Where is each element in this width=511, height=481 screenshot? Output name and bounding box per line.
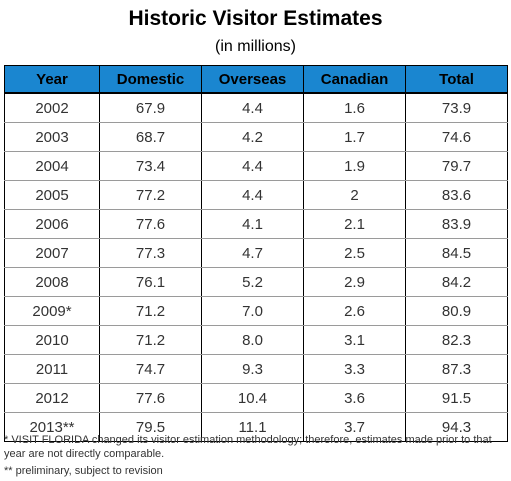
cell-canadian: 2 [303, 180, 406, 210]
table-row: 2006 77.6 4.1 2.1 83.9 [4, 209, 508, 239]
table-row: 2008 76.1 5.2 2.9 84.2 [4, 267, 508, 297]
cell-domestic: 67.9 [99, 93, 202, 123]
cell-total: 74.6 [405, 122, 508, 152]
header-canadian: Canadian [303, 65, 406, 94]
cell-year: 2002 [4, 93, 100, 123]
table-row: 2007 77.3 4.7 2.5 84.5 [4, 238, 508, 268]
cell-total: 87.3 [405, 354, 508, 384]
cell-overseas: 4.1 [201, 209, 304, 239]
table-row: 2012 77.6 10.4 3.6 91.5 [4, 383, 508, 413]
footnote-methodology: * VISIT FLORIDA changed its visitor esti… [4, 434, 492, 460]
cell-overseas: 9.3 [201, 354, 304, 384]
cell-domestic: 71.2 [99, 325, 202, 355]
table-header-row: Year Domestic Overseas Canadian Total [4, 65, 508, 94]
cell-year: 2007 [4, 238, 100, 268]
cell-overseas: 10.4 [201, 383, 304, 413]
cell-canadian: 2.5 [303, 238, 406, 268]
visitor-estimates-table: Year Domestic Overseas Canadian Total 20… [4, 65, 508, 442]
cell-domestic: 77.2 [99, 180, 202, 210]
cell-total: 91.5 [405, 383, 508, 413]
cell-domestic: 79.5 [99, 412, 202, 442]
cell-canadian: 2.1 [303, 209, 406, 239]
cell-canadian: 1.9 [303, 151, 406, 181]
cell-canadian: 3.3 [303, 354, 406, 384]
cell-overseas: 4.7 [201, 238, 304, 268]
cell-canadian: 3.6 [303, 383, 406, 413]
cell-overseas: 5.2 [201, 267, 304, 297]
cell-year: 2004 [4, 151, 100, 181]
cell-total: 82.3 [405, 325, 508, 355]
cell-canadian: 2.9 [303, 267, 406, 297]
table-row: 2005 77.2 4.4 2 83.6 [4, 180, 508, 210]
cell-year: 2003 [4, 122, 100, 152]
cell-overseas: 7.0 [201, 296, 304, 326]
cell-canadian: 3.7 [303, 412, 406, 442]
table-row: 2004 73.4 4.4 1.9 79.7 [4, 151, 508, 181]
cell-overseas: 8.0 [201, 325, 304, 355]
cell-domestic: 68.7 [99, 122, 202, 152]
cell-total: 84.5 [405, 238, 508, 268]
table-row: 2009* 71.2 7.0 2.6 80.9 [4, 296, 508, 326]
cell-year: 2006 [4, 209, 100, 239]
table-row: 2003 68.7 4.2 1.7 74.6 [4, 122, 508, 152]
table-body: 2002 67.9 4.4 1.6 73.9 2003 68.7 4.2 1.7 74.6 2004… [4, 93, 508, 442]
cell-overseas: 4.4 [201, 151, 304, 181]
cell-domestic: 73.4 [99, 151, 202, 181]
cell-overseas: 4.4 [201, 180, 304, 210]
cell-total: 94.3 [405, 412, 508, 442]
cell-total: 84.2 [405, 267, 508, 297]
cell-year: 2011 [4, 354, 100, 384]
header-domestic: Domestic [99, 65, 202, 94]
header-total: Total [405, 65, 508, 94]
cell-canadian: 1.6 [303, 93, 406, 123]
cell-overseas: 4.4 [201, 93, 304, 123]
cell-total: 73.9 [405, 93, 508, 123]
table-row: 2013** 79.5 11.1 3.7 94.3 [4, 412, 508, 442]
cell-total: 83.6 [405, 180, 508, 210]
cell-domestic: 77.6 [99, 209, 202, 239]
cell-overseas: 11.1 [201, 412, 304, 442]
header-overseas: Overseas [201, 65, 304, 94]
cell-year: 2005 [4, 180, 100, 210]
cell-domestic: 71.2 [99, 296, 202, 326]
table-row: 2011 74.7 9.3 3.3 87.3 [4, 354, 508, 384]
page-subtitle: (in millions) [215, 38, 296, 55]
cell-total: 80.9 [405, 296, 508, 326]
cell-year: 2008 [4, 267, 100, 297]
cell-year: 2009* [4, 296, 100, 326]
cell-year: 2010 [4, 325, 100, 355]
cell-overseas: 4.2 [201, 122, 304, 152]
page-title: Historic Visitor Estimates [128, 7, 383, 30]
cell-total: 83.9 [405, 209, 508, 239]
table-row: 2010 71.2 8.0 3.1 82.3 [4, 325, 508, 355]
cell-year: 2013** [4, 412, 100, 442]
footnote-preliminary: ** preliminary, subject to revision [4, 465, 163, 477]
cell-canadian: 2.6 [303, 296, 406, 326]
cell-canadian: 3.1 [303, 325, 406, 355]
table-row: 2002 67.9 4.4 1.6 73.9 [4, 93, 508, 123]
cell-domestic: 76.1 [99, 267, 202, 297]
cell-domestic: 77.3 [99, 238, 202, 268]
cell-year: 2012 [4, 383, 100, 413]
cell-domestic: 77.6 [99, 383, 202, 413]
cell-canadian: 1.7 [303, 122, 406, 152]
header-year: Year [4, 65, 100, 94]
cell-total: 79.7 [405, 151, 508, 181]
cell-domestic: 74.7 [99, 354, 202, 384]
